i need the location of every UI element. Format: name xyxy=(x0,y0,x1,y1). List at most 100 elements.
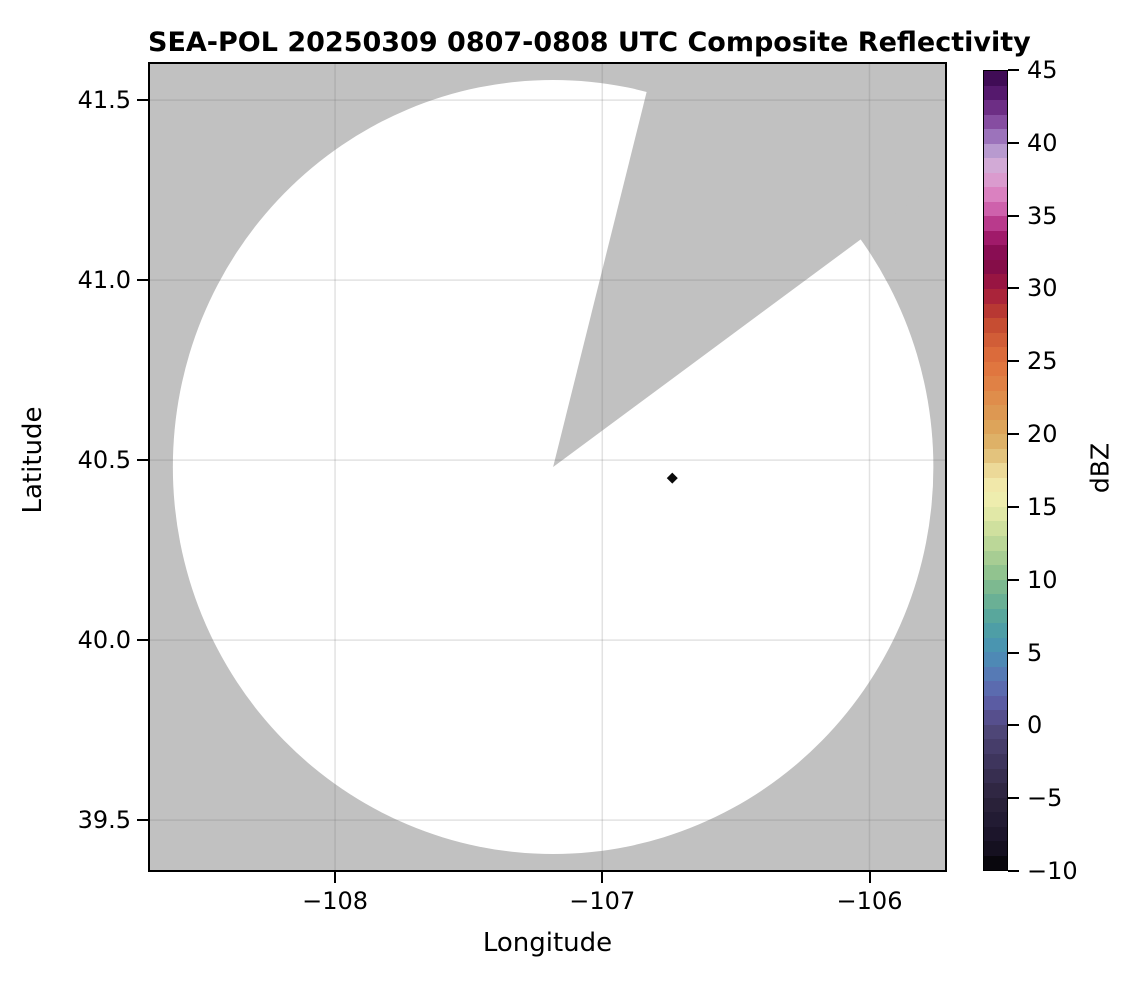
colorbar-band xyxy=(984,201,1007,217)
colorbar-band xyxy=(984,695,1007,711)
colorbar-band xyxy=(984,623,1007,638)
echo-point-marker xyxy=(666,472,678,484)
y-tick-mark xyxy=(137,819,148,822)
colorbar-tick-label: 10 xyxy=(1027,565,1058,594)
radar-plot-canvas xyxy=(148,62,947,872)
x-tick-label: −108 xyxy=(302,887,369,915)
colorbar-tick-mark xyxy=(1008,578,1019,581)
colorbar-tick-label: −10 xyxy=(1027,857,1078,885)
colorbar-band xyxy=(984,783,1007,798)
blocked-sector-wedge xyxy=(553,62,947,467)
colorbar-tick-mark xyxy=(1008,433,1019,436)
colorbar-band xyxy=(984,826,1007,842)
colorbar-band xyxy=(984,477,1007,493)
y-tick-label: 41.5 xyxy=(77,86,131,115)
colorbar-tick-label: −5 xyxy=(1027,784,1063,813)
colorbar-tick-mark xyxy=(1008,69,1019,71)
colorbar-band xyxy=(984,608,1007,624)
y-axis-label: Latitude xyxy=(18,406,48,514)
colorbar-band xyxy=(984,579,1007,595)
colorbar-band xyxy=(984,143,1007,159)
colorbar-band xyxy=(984,274,1007,289)
colorbar-band xyxy=(984,419,1007,435)
colorbar-band xyxy=(984,768,1007,784)
colorbar-tick-mark xyxy=(1008,651,1019,654)
y-tick-mark xyxy=(137,639,148,642)
axes-border xyxy=(148,62,947,872)
colorbar-label: dBZ xyxy=(1085,442,1115,494)
colorbar-band xyxy=(984,506,1007,522)
colorbar-band xyxy=(984,739,1007,754)
colorbar-tick-label: 30 xyxy=(1027,274,1058,303)
colorbar-band xyxy=(984,361,1007,377)
colorbar-band xyxy=(984,724,1007,740)
colorbar-band xyxy=(984,492,1007,507)
colorbar-band xyxy=(984,303,1007,319)
colorbar-band xyxy=(984,812,1007,827)
colorbar-tick-label: 35 xyxy=(1027,201,1058,230)
x-tick-label: −106 xyxy=(836,887,903,915)
x-tick-label: −107 xyxy=(569,887,636,915)
colorbar-band xyxy=(984,172,1007,188)
x-tick-mark xyxy=(868,872,871,883)
colorbar-band xyxy=(984,347,1007,362)
x-axis-label: Longitude xyxy=(482,928,613,958)
colorbar-band xyxy=(984,405,1007,420)
colorbar-band xyxy=(984,318,1007,333)
colorbar-tick-label: 25 xyxy=(1027,347,1058,376)
colorbar-band xyxy=(984,666,1007,682)
colorbar-band xyxy=(984,594,1007,609)
colorbar-tick-label: 40 xyxy=(1027,128,1058,157)
y-tick-label: 39.5 xyxy=(77,806,131,835)
colorbar-band xyxy=(984,114,1007,130)
colorbar-band xyxy=(984,681,1007,696)
colorbar-band xyxy=(984,390,1007,406)
colorbar-tick-label: 20 xyxy=(1027,420,1058,449)
colorbar-tick-mark xyxy=(1008,141,1019,144)
colorbar-tick-mark xyxy=(1008,360,1019,363)
colorbar-tick-mark xyxy=(1008,724,1019,727)
y-tick-mark xyxy=(137,459,148,462)
colorbar-tick-mark xyxy=(1008,797,1019,800)
colorbar-band xyxy=(984,259,1007,275)
colorbar-band xyxy=(984,448,1007,464)
chart-title: SEA-POL 20250309 0807-0808 UTC Composite… xyxy=(148,27,1031,58)
colorbar-band xyxy=(984,158,1007,173)
colorbar-band xyxy=(984,187,1007,202)
colorbar-band xyxy=(984,536,1007,551)
colorbar-tick-mark xyxy=(1008,505,1019,508)
colorbar-band xyxy=(984,855,1007,871)
colorbar-band xyxy=(984,652,1007,667)
colorbar-tick-mark xyxy=(1008,214,1019,217)
colorbar-band xyxy=(984,841,1007,856)
x-tick-mark xyxy=(601,872,604,883)
colorbar-band xyxy=(984,376,1007,391)
colorbar-tick-label: 45 xyxy=(1027,56,1058,84)
y-tick-mark xyxy=(137,279,148,282)
colorbar-band xyxy=(984,710,1007,725)
colorbar-band xyxy=(984,245,1007,260)
colorbar-band xyxy=(984,100,1007,115)
colorbar-tick-label: 5 xyxy=(1027,638,1043,667)
colorbar-band xyxy=(984,85,1007,101)
colorbar-band xyxy=(984,637,1007,653)
colorbar-band xyxy=(984,753,1007,769)
colorbar-band xyxy=(984,797,1007,813)
colorbar-gradient xyxy=(983,70,1008,871)
colorbar-band xyxy=(984,521,1007,536)
y-tick-mark xyxy=(137,99,148,102)
x-tick-mark xyxy=(334,872,337,883)
colorbar-band xyxy=(984,565,1007,580)
colorbar-band xyxy=(984,434,1007,449)
y-tick-label: 40.0 xyxy=(77,626,131,655)
colorbar-tick-mark xyxy=(1008,287,1019,290)
colorbar-band xyxy=(984,216,1007,231)
colorbar-tick-label: 0 xyxy=(1027,711,1043,740)
plot-area xyxy=(148,62,947,872)
colorbar-tick-label: 15 xyxy=(1027,492,1058,521)
colorbar-band xyxy=(984,129,1007,144)
y-tick-label: 40.5 xyxy=(77,446,131,475)
colorbar-band xyxy=(984,550,1007,566)
y-tick-label: 41.0 xyxy=(77,266,131,295)
